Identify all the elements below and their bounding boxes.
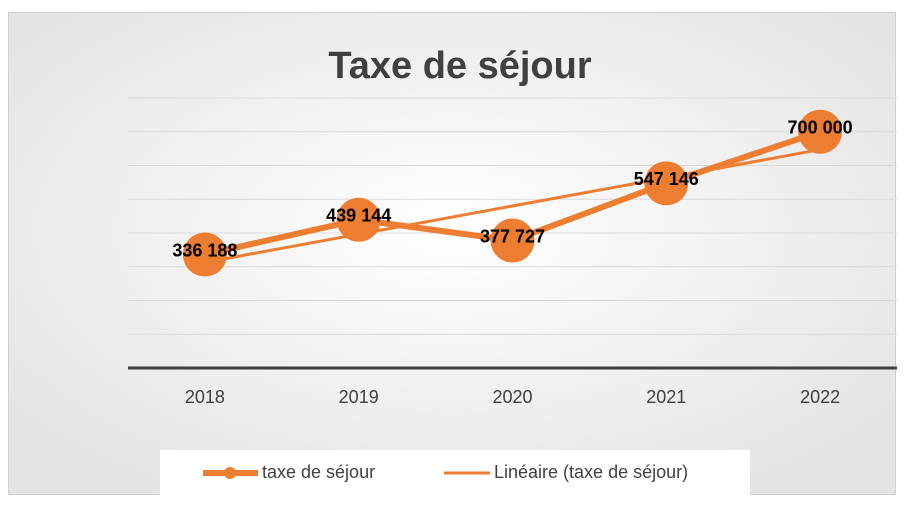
data-label: 377 727 <box>480 226 545 246</box>
x-tick-label: 2022 <box>800 387 840 407</box>
marker <box>644 161 689 206</box>
marker <box>182 232 227 277</box>
marker <box>490 218 535 263</box>
legend-marker <box>224 467 236 479</box>
data-label: 700 000 <box>788 118 853 138</box>
data-label: 336 188 <box>172 240 237 260</box>
x-tick-label: 2020 <box>492 387 532 407</box>
data-label: 547 146 <box>634 169 699 189</box>
x-tick-label: 2018 <box>185 387 225 407</box>
x-tick-label: 2019 <box>339 387 379 407</box>
x-tick-label: 2021 <box>646 387 686 407</box>
data-label: 439 144 <box>326 206 391 226</box>
chart-title: Taxe de séjour <box>328 45 592 87</box>
legend-label: taxe de séjour <box>262 462 375 482</box>
marker <box>336 197 381 242</box>
legend-label: Linéaire (taxe de séjour) <box>494 462 688 482</box>
chart-area <box>8 12 896 495</box>
marker <box>798 109 843 154</box>
